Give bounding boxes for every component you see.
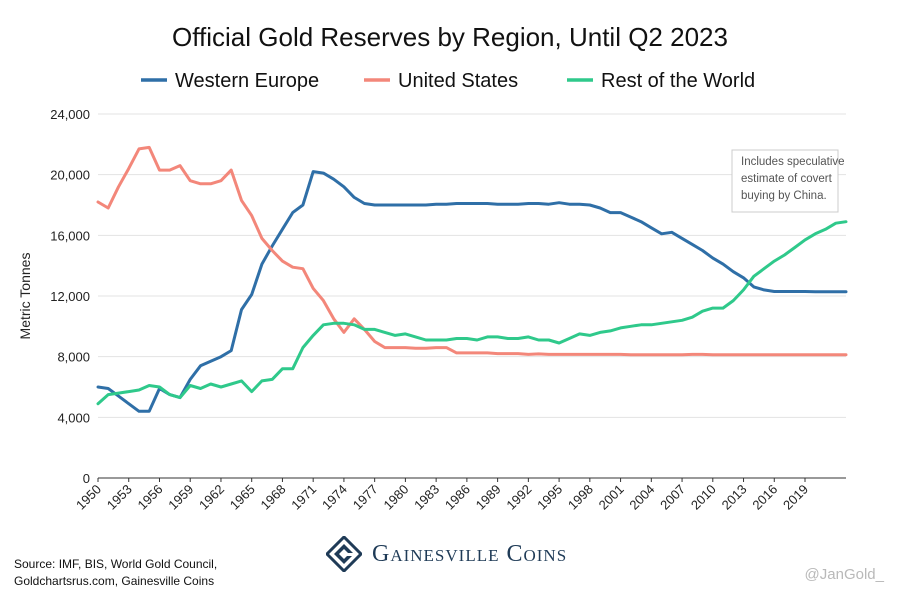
x-tick-label: 2013 bbox=[719, 482, 750, 513]
author-handle: @JanGold_ bbox=[804, 566, 884, 583]
x-tick-label: 1950 bbox=[73, 482, 104, 513]
gainesville-coins-logo: Gainesville Coins bbox=[326, 536, 567, 572]
y-tick-label: 0 bbox=[83, 471, 90, 486]
y-tick-label: 12,000 bbox=[50, 289, 90, 304]
x-tick-label: 1995 bbox=[534, 482, 565, 513]
y-axis-ticks: 0 4,000 8,000 12,000 16,000 20,000 24,000 bbox=[50, 107, 90, 486]
annotation-line-1: Includes speculative bbox=[741, 156, 845, 168]
x-tick-label: 1956 bbox=[135, 482, 166, 513]
x-tick-label: 1953 bbox=[104, 482, 135, 513]
legend-label: Rest of the World bbox=[601, 70, 755, 92]
annotation-line-3: buying by China. bbox=[741, 190, 827, 202]
y-tick-label: 16,000 bbox=[50, 228, 90, 243]
annotation-box-border bbox=[731, 149, 839, 213]
gainesville-coins-logo-icon bbox=[326, 536, 362, 572]
source-line-2: Goldchartsrus.com, Gainesville Coins bbox=[14, 574, 215, 588]
chart-title: Official Gold Reserves by Region, Until … bbox=[172, 22, 728, 52]
x-tick-label: 1971 bbox=[288, 482, 319, 513]
series-line-western-europe bbox=[96, 170, 848, 413]
x-tick-label: 1992 bbox=[503, 482, 534, 513]
x-tick-label: 1998 bbox=[565, 482, 596, 513]
x-tick-label: 2007 bbox=[657, 482, 688, 513]
source-line-1: Source: IMF, BIS, World Gold Council, bbox=[14, 557, 218, 571]
annotation-box: Includes speculative estimate of covert … bbox=[731, 149, 845, 213]
logo-text: Gainesville Coins bbox=[372, 540, 568, 567]
annotation-line-2: estimate of covert bbox=[741, 173, 833, 185]
y-tick-label: 20,000 bbox=[50, 168, 90, 183]
x-tick-label: 1989 bbox=[473, 482, 504, 513]
x-tick-label: 1965 bbox=[227, 482, 258, 513]
y-tick-label: 24,000 bbox=[50, 107, 90, 122]
x-axis-ticks: 1950 1953 1956 1959 1962 1965 1968 1971 1974 1977… bbox=[73, 478, 811, 513]
source-note: Source: IMF, BIS, World Gold Council, Go… bbox=[14, 556, 217, 590]
legend-label: Western Europe bbox=[175, 70, 319, 92]
x-tick-label: 2004 bbox=[626, 482, 657, 513]
x-tick-label: 1968 bbox=[258, 482, 289, 513]
y-tick-label: 8,000 bbox=[57, 350, 90, 365]
y-tick-label: 4,000 bbox=[57, 410, 90, 425]
y-axis-label: Metric Tonnes bbox=[17, 253, 33, 340]
x-tick-label: 2016 bbox=[749, 482, 780, 513]
x-tick-label: 1962 bbox=[196, 482, 227, 513]
x-tick-label: 1974 bbox=[319, 482, 350, 513]
x-tick-label: 2010 bbox=[688, 482, 719, 513]
legend: Western Europe United States Rest of the W… bbox=[141, 70, 755, 92]
series-lines bbox=[96, 145, 848, 413]
legend-label: United States bbox=[398, 70, 518, 92]
x-tick-label: 1983 bbox=[411, 482, 442, 513]
x-tick-label: 2019 bbox=[780, 482, 811, 513]
x-tick-label: 1977 bbox=[350, 482, 381, 513]
series-line-united-states bbox=[96, 145, 848, 357]
x-tick-label: 1959 bbox=[165, 482, 196, 513]
x-tick-label: 1986 bbox=[442, 482, 473, 513]
x-tick-label: 2001 bbox=[596, 482, 627, 513]
series-line-rest-of-the-world bbox=[96, 220, 848, 406]
x-tick-label: 1980 bbox=[380, 482, 411, 513]
